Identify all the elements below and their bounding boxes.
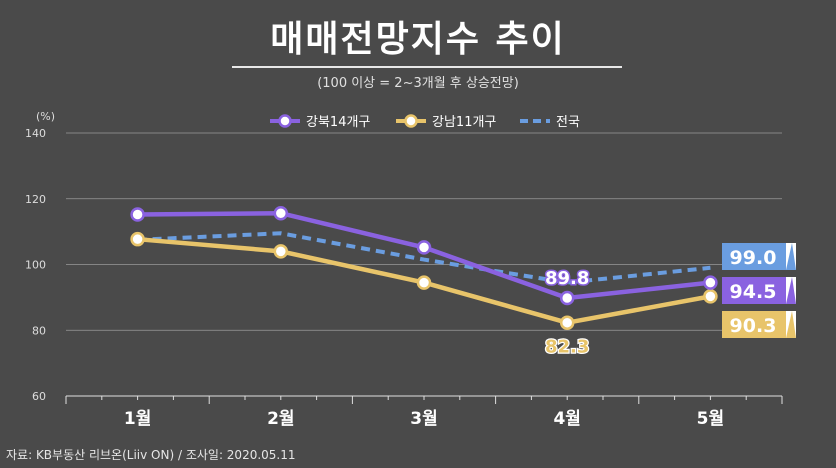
legend: 강북14개구 강남11개구 전국: [270, 114, 580, 130]
x-tick-label: 5월: [697, 409, 724, 429]
data-point: [416, 275, 432, 290]
data-point: [130, 231, 145, 247]
x-tick-label: 3월: [410, 409, 437, 429]
data-point: [559, 315, 575, 330]
legend-marker: [404, 114, 418, 128]
series-layer: [130, 205, 718, 330]
subtitle: (100 이상 = 2~3개월 후 상승전망): [317, 76, 519, 91]
source-note: 자료: KB부동산 리브온(Liiv ON) / 조사일: 2020.05.11: [6, 448, 296, 462]
end-label-box: [722, 243, 786, 270]
end-label-notch: [786, 243, 796, 270]
end-label-text: 99.0: [730, 247, 777, 269]
legend-label: 전국: [556, 115, 580, 130]
data-label: 89.8: [545, 268, 589, 289]
grid-layer: [66, 132, 782, 331]
data-point: [559, 290, 575, 306]
data-point: [273, 205, 289, 221]
end-label-text: 90.3: [730, 315, 777, 337]
y-unit-label: (%): [36, 110, 56, 123]
label-layer: 89.8 82.3 99.0 94.5 90.3: [543, 243, 796, 359]
y-tick-label: 140: [25, 127, 46, 140]
legend-label: 강북14개구: [306, 115, 370, 130]
end-label-text: 94.5: [730, 281, 777, 303]
y-tick-label: 60: [32, 390, 46, 403]
data-point: [273, 244, 289, 259]
title-underline: [232, 66, 622, 68]
x-tick-label: 1월: [124, 409, 151, 429]
data-point: [703, 289, 718, 304]
title: 매매전망지수 추이: [270, 19, 566, 60]
legend-label: 강남11개구: [432, 115, 496, 130]
data-point: [416, 240, 432, 255]
y-tick-label: 120: [25, 193, 46, 206]
data-label: 82.3: [545, 337, 589, 358]
legend-marker: [278, 114, 292, 128]
y-tick-label: 100: [25, 259, 46, 272]
end-label-notch: [786, 311, 796, 338]
data-point: [703, 275, 718, 290]
series-line-national: [137, 231, 711, 285]
end-label-box: [722, 311, 786, 338]
y-tick-label: 80: [32, 324, 46, 337]
end-label-notch: [786, 277, 796, 304]
end-label-box: [722, 277, 786, 304]
data-point: [130, 207, 145, 222]
axis-layer: 60 80 100 120 140 1월 2월 3월 4월 5월: [25, 127, 783, 429]
x-tick-label: 4월: [553, 409, 580, 429]
x-tick-label: 2월: [267, 409, 294, 429]
